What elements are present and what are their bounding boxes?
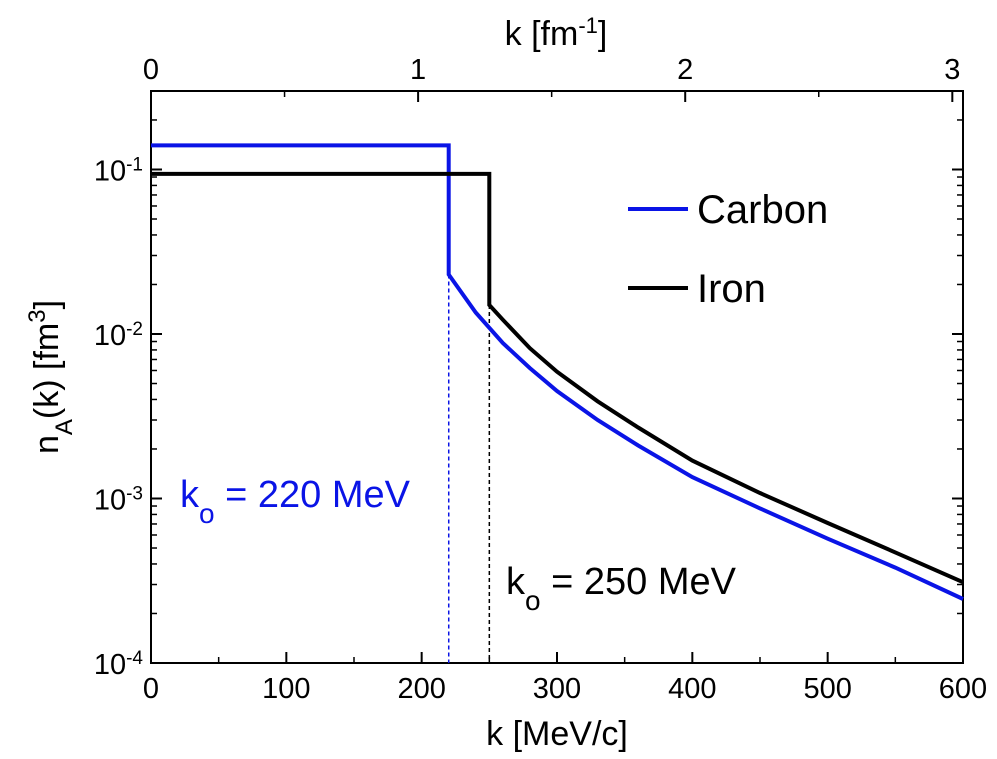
x2-tick-label: 3: [944, 54, 960, 86]
y-axis-title: nA(k) [fm3]: [24, 300, 78, 454]
cutoff-lines: [447, 274, 491, 663]
legend-label-iron: Iron: [697, 267, 766, 311]
legend: Carbon Iron: [628, 188, 828, 311]
x-tick-label: 600: [939, 673, 987, 705]
x-tick-label: 500: [803, 673, 851, 705]
y-tick-label: 10-3: [94, 483, 143, 517]
y-tick-label: 10-4: [94, 648, 144, 682]
x-tick-label: 100: [262, 673, 310, 705]
series-lines: [151, 143, 964, 601]
x2-tick-label: 0: [143, 54, 159, 86]
series-line-iron: [151, 171, 964, 585]
x-tick-label: 300: [533, 673, 581, 705]
cutoff-label-iron: ko = 250 MeV: [506, 561, 737, 616]
x-axis-title: k [MeV/c]: [486, 715, 628, 753]
x-tick-label: 0: [143, 673, 159, 705]
x-tick-label: 200: [397, 673, 445, 705]
y-tick-label: 10-2: [94, 318, 143, 352]
series-line-carbon: [151, 143, 964, 601]
x2-axis-title: k [fm-1]: [505, 13, 608, 54]
x2-tick-label: 1: [410, 54, 426, 86]
x2-tick-label: 2: [677, 54, 693, 86]
x2-tick-labels: 0 1 2 3: [143, 54, 960, 86]
x-tick-label: 400: [668, 673, 716, 705]
y-tick-labels: 10-1 10-2 10-3 10-4: [94, 154, 144, 681]
x-tick-labels: 0 100 200 300 400 500 600: [143, 673, 987, 705]
y-tick-label: 10-1: [94, 154, 143, 188]
cutoff-label-carbon: ko = 220 MeV: [180, 474, 411, 529]
legend-label-carbon: Carbon: [697, 188, 828, 232]
